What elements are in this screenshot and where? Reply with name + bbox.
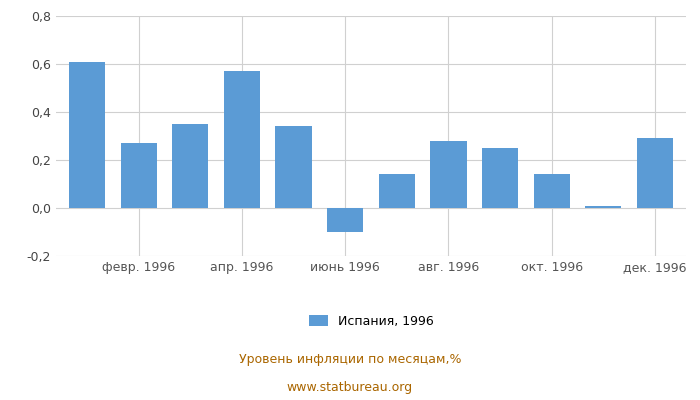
Bar bbox=[172, 124, 209, 208]
Bar bbox=[224, 71, 260, 208]
Bar bbox=[637, 138, 673, 208]
Bar bbox=[69, 62, 105, 208]
Bar bbox=[379, 174, 415, 208]
Bar bbox=[585, 206, 622, 208]
Legend: Испания, 1996: Испания, 1996 bbox=[309, 315, 433, 328]
Bar bbox=[482, 148, 518, 208]
Text: Уровень инфляции по месяцам,%: Уровень инфляции по месяцам,% bbox=[239, 354, 461, 366]
Bar bbox=[276, 126, 312, 208]
Bar bbox=[327, 208, 363, 232]
Bar bbox=[533, 174, 570, 208]
Bar bbox=[120, 143, 157, 208]
Text: www.statbureau.org: www.statbureau.org bbox=[287, 382, 413, 394]
Bar bbox=[430, 141, 466, 208]
